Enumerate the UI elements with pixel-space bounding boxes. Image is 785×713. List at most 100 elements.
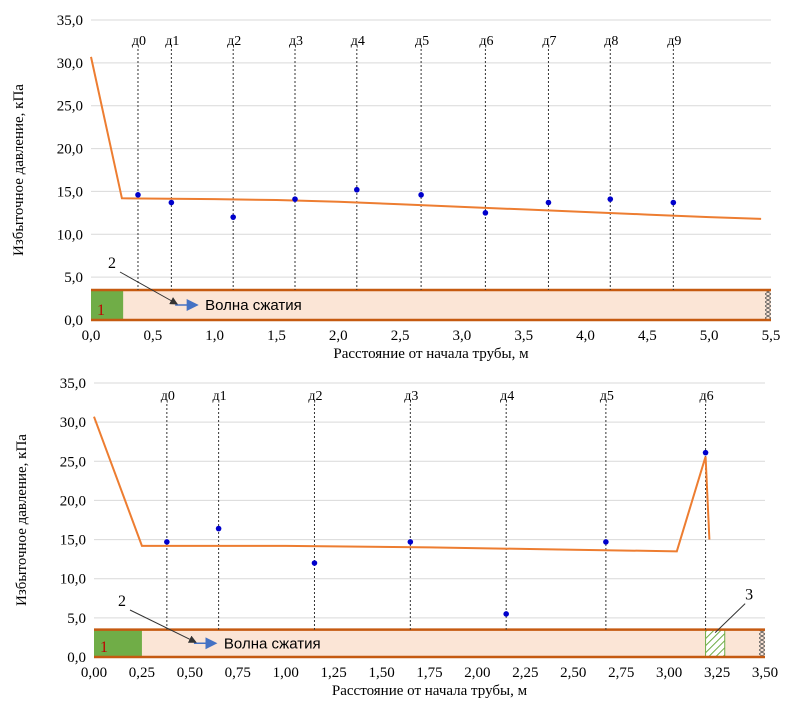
x-tick-label: 3,00 <box>656 665 682 681</box>
y-tick-label: 25,0 <box>57 99 83 115</box>
y-tick-label: 15,0 <box>57 184 83 200</box>
y-tick-label: 30,0 <box>57 56 83 72</box>
x-tick-label: 1,5 <box>267 328 286 344</box>
x-tick-label: 2,00 <box>464 665 490 681</box>
x-tick-label: 2,50 <box>560 665 586 681</box>
x-tick-label: 3,50 <box>752 665 778 681</box>
x-tick-label: 3,25 <box>704 665 730 681</box>
x-tick-label: 3,0 <box>453 328 472 344</box>
sensor-label: д0 <box>161 389 175 404</box>
x-tick-label: 0,50 <box>177 665 203 681</box>
sensor-label: д6 <box>479 34 493 49</box>
y-tick-label: 35,0 <box>60 376 86 392</box>
chart-top: 0,05,010,015,020,025,030,035,00,0 0,5 1,0 1… <box>11 13 780 362</box>
sensor-label: д9 <box>667 34 681 49</box>
y-tick-label: 30,0 <box>60 415 86 431</box>
sensor-label: д2 <box>227 34 241 49</box>
x-tick-label: 2,0 <box>329 328 348 344</box>
pipe-end <box>765 290 771 320</box>
pipe-green-section <box>94 629 142 657</box>
x-tick-label: 4,0 <box>576 328 595 344</box>
x-tick-label: 1,25 <box>321 665 347 681</box>
sensor-point <box>354 186 360 193</box>
label-one: 1 <box>97 302 105 319</box>
callout-2-leader <box>129 609 197 643</box>
x-tick-label: 0,0 <box>82 328 101 344</box>
x-tick-label: 1,00 <box>273 665 299 681</box>
y-tick-label: 10,0 <box>60 572 86 588</box>
sensor-label: д6 <box>700 389 714 404</box>
y-tick-label: 20,0 <box>60 493 86 509</box>
sensor-point <box>503 611 509 617</box>
pipe-end <box>759 629 765 657</box>
x-tick-label: 1,0 <box>205 328 224 344</box>
sensor-label: д4 <box>351 34 365 49</box>
pipe-green-section <box>91 290 124 320</box>
sensor-label: д7 <box>542 34 556 49</box>
sensor-point <box>603 539 609 545</box>
y-tick-label: 20,0 <box>57 142 83 158</box>
pressure-line <box>90 56 762 220</box>
x-tick-label: 0,00 <box>81 665 107 681</box>
sensor-point <box>407 539 414 545</box>
sensor-label: д2 <box>308 389 322 404</box>
sensor-label: д5 <box>600 389 614 404</box>
sensor-label: д5 <box>415 34 429 49</box>
x-tick-label: 0,5 <box>143 328 162 344</box>
x-tick-label: 4,5 <box>638 328 657 344</box>
sensor-label: д0 <box>132 34 146 49</box>
pipe-hatched-section <box>705 629 726 658</box>
label-one: 1 <box>100 639 108 656</box>
y-tick-label: 0,0 <box>67 650 86 666</box>
sensor-point <box>670 199 677 206</box>
x-tick-label: 5,5 <box>762 328 781 344</box>
x-tick-label: 2,5 <box>391 328 410 344</box>
sensor-point <box>292 196 298 202</box>
x-tick-label: 5,0 <box>700 328 719 344</box>
sensor-point <box>215 525 222 532</box>
x-axis-label: Расстояние от начала трубы, м <box>332 683 528 699</box>
x-tick-label: 2,25 <box>512 665 538 681</box>
sensor-point <box>230 214 236 220</box>
sensor-point <box>418 192 424 198</box>
sensor-label: д8 <box>604 34 618 49</box>
callout-2: 2 <box>108 255 116 272</box>
callout-3: 3 <box>745 587 753 604</box>
x-tick-label: 0,75 <box>225 665 251 681</box>
sensor-point <box>311 560 318 566</box>
wave-label: Волна сжатия <box>224 635 321 652</box>
y-tick-label: 0,0 <box>64 313 83 329</box>
x-tick-label: 3,5 <box>514 328 533 344</box>
sensor-point <box>168 199 175 206</box>
sensor-point <box>482 210 489 216</box>
sensor-label: д1 <box>165 34 179 49</box>
sensor-label: д1 <box>213 389 227 404</box>
callout-2-leader <box>119 271 179 305</box>
callout-3-leader <box>714 603 746 633</box>
y-tick-label: 5,0 <box>64 270 83 286</box>
y-tick-label: 35,0 <box>57 13 83 29</box>
sensor-point <box>135 192 141 198</box>
sensor-point <box>607 196 614 202</box>
chart-bottom: 0,0 5,0 10,0 15,0 20,0 25,0 30,0 35,0 0,00 0,25 0,… <box>14 376 778 699</box>
pressure-line <box>93 416 711 553</box>
y-tick-label: 10,0 <box>57 227 83 243</box>
sensor-label: д3 <box>289 34 303 49</box>
x-tick-label: 1,50 <box>368 665 394 681</box>
x-tick-label: 1,75 <box>416 665 442 681</box>
x-tick-label: 0,25 <box>129 665 155 681</box>
x-tick-label: 2,75 <box>608 665 634 681</box>
sensor-point <box>545 199 552 206</box>
wave-label: Волна сжатия <box>205 297 302 314</box>
callout-2: 2 <box>118 593 126 610</box>
y-tick-label: 15,0 <box>60 533 86 549</box>
y-tick-label: 5,0 <box>67 611 86 627</box>
sensor-point <box>702 449 709 456</box>
y-tick-label: 25,0 <box>60 454 86 470</box>
pipe <box>91 290 771 320</box>
y-axis-label: Избыточное давление, кПа <box>11 84 27 256</box>
sensor-label: д3 <box>404 389 418 404</box>
sensor-point <box>164 539 170 545</box>
x-axis-label: Расстояние от начала трубы, м <box>333 346 529 362</box>
